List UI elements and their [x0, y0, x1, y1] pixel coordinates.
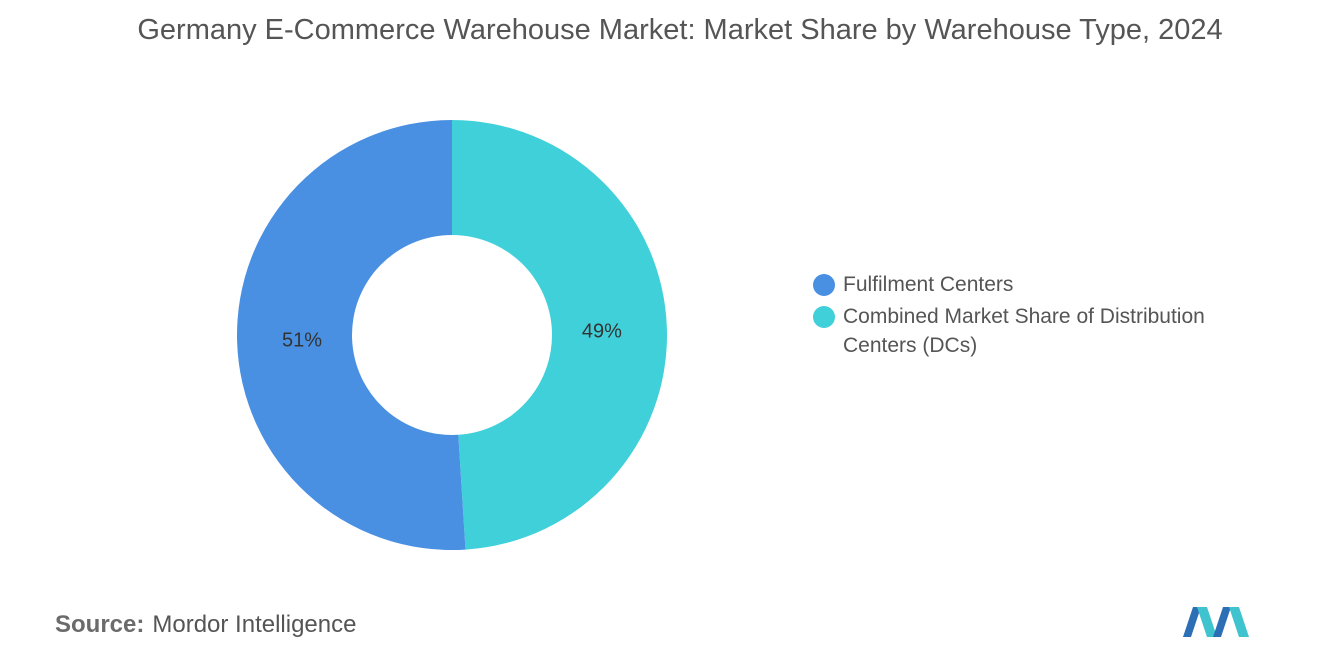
- legend-item-distribution-centers[interactable]: Combined Market Share of Distribution Ce…: [813, 302, 1253, 360]
- donut-slice-combined-market-share-of-distribution-centers-dcs[interactable]: [452, 120, 667, 550]
- mordor-intelligence-logo-icon: [1183, 607, 1249, 637]
- source-label: Source:: [55, 611, 145, 638]
- legend-swatch-fulfilment-centers: [813, 274, 835, 296]
- legend-label-fulfilment-centers: Fulfilment Centers: [843, 273, 1014, 296]
- legend-item-fulfilment-centers[interactable]: Fulfilment Centers: [813, 270, 1253, 299]
- legend-label-distribution-centers: Combined Market Share of Distribution Ce…: [843, 305, 1205, 357]
- slice-label-combined-market-share-of-distribution-centers-dcs: 49%: [582, 320, 622, 342]
- source-text: Mordor Intelligence: [152, 611, 357, 638]
- donut-slice-labels: 49% 51%: [282, 320, 622, 351]
- chart-legend: Fulfilment Centers Combined Market Share…: [813, 270, 1253, 363]
- donut-slice-fulfilment-centers[interactable]: [236, 120, 466, 550]
- source-note: Source: Mordor Intelligence: [55, 611, 356, 639]
- chart-title: Germany E-Commerce Warehouse Market: Mar…: [137, 14, 1223, 46]
- legend-swatch-distribution-centers: [813, 306, 835, 328]
- donut-slices: [236, 120, 667, 550]
- slice-label-fulfilment-centers: 51%: [282, 330, 322, 352]
